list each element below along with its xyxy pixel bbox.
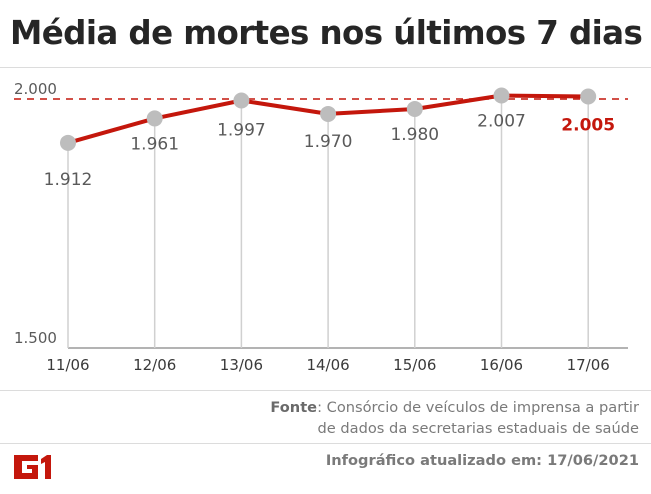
source-divider [0, 390, 651, 391]
data-point-13-06[interactable] [233, 92, 250, 109]
x-tick-label-15-06: 15/06 [393, 356, 436, 374]
x-tick-label-11-06: 11/06 [46, 356, 89, 374]
value-label-14-06: 1.970 [304, 132, 353, 152]
g1-logo-g [14, 455, 38, 479]
x-tick-label-13-06: 13/06 [220, 356, 263, 374]
data-point-12-06[interactable] [146, 110, 163, 127]
updated-note: Infográfico atualizado em: 17/06/2021 [325, 452, 639, 469]
value-label-15-06: 1.980 [390, 125, 439, 145]
g1-logo-1 [41, 455, 51, 479]
value-label-16-06: 2.007 [477, 112, 526, 132]
x-tick-label-17-06: 17/06 [567, 356, 610, 374]
x-tick-label-12-06: 12/06 [133, 356, 176, 374]
chart-title: Média de mortes nos últimos 7 dias [10, 14, 643, 52]
data-point-14-06[interactable] [320, 105, 337, 122]
source-label: Fonte [270, 399, 318, 416]
data-point-11-06[interactable] [60, 134, 76, 151]
source-note: Fonte: Consórcio de veículos de imprensa… [270, 399, 639, 437]
y-tick-label-bottom: 1.500 [14, 329, 57, 347]
footer-divider [0, 443, 651, 444]
value-label-13-06: 1.997 [217, 120, 266, 140]
value-label-17-06: 2.005 [561, 116, 615, 136]
line-chart: 2.000 1.500 1.912 1.961 1.997 1.970 1.980 2.0… [14, 80, 628, 374]
data-point-15-06[interactable] [406, 100, 423, 117]
y-tick-label-top: 2.000 [14, 80, 57, 98]
value-label-12-06: 1.961 [130, 134, 179, 154]
top-divider [0, 67, 651, 68]
g1-logo: G1 [14, 455, 51, 479]
source-line-1: Consórcio de veículos de imprensa a part… [326, 399, 639, 416]
data-point-17-06[interactable] [580, 88, 597, 105]
value-label-11-06: 1.912 [44, 170, 93, 190]
x-tick-label-16-06: 16/06 [480, 356, 523, 374]
source-line-2: de dados da secretarias estaduais de saú… [317, 420, 639, 437]
x-tick-label-14-06: 14/06 [306, 356, 349, 374]
data-point-16-06[interactable] [493, 87, 510, 104]
